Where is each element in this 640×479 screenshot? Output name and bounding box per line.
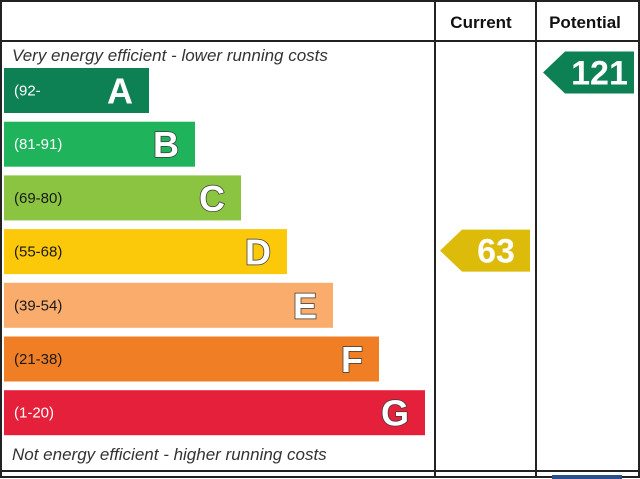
band-b-range: (81-91)	[14, 136, 62, 153]
rating-bands: (92- A (81-91) B (69-80) C (55-68) D (39-54) E (21…	[4, 68, 425, 436]
band-e: (39-54) E	[4, 282, 333, 328]
band-e-range: (39-54)	[14, 297, 62, 314]
band-e-bar	[4, 282, 333, 328]
band-a-letter: A	[107, 71, 133, 112]
current-rating-arrow	[440, 229, 530, 272]
potential-rating-arrow	[543, 51, 634, 94]
band-c-letter: C	[199, 178, 225, 219]
band-d-letter: D	[245, 232, 271, 273]
band-a-range: (92-	[14, 83, 41, 100]
edge-fragment	[552, 475, 622, 479]
band-g: (1-20) G	[4, 390, 425, 436]
potential-column-header: Potential	[549, 13, 621, 32]
band-g-range: (1-20)	[14, 405, 54, 422]
band-a: (92- A	[4, 68, 149, 113]
band-f: (21-38) F	[4, 336, 379, 382]
potential-rating-value: 121	[571, 55, 628, 93]
band-f-letter: F	[341, 339, 363, 380]
band-c-bar	[4, 175, 241, 221]
band-g-bar	[4, 390, 425, 436]
band-b-letter: B	[153, 124, 179, 165]
band-b: (81-91) B	[4, 121, 195, 167]
band-e-letter: E	[293, 285, 317, 326]
band-d-bar	[4, 229, 287, 275]
band-d: (55-68) D	[4, 229, 287, 275]
top-caption: Very energy efficient - lower running co…	[12, 46, 328, 65]
potential-rating-marker: 121	[543, 51, 634, 94]
current-column-header: Current	[450, 13, 512, 32]
band-g-letter: G	[381, 393, 409, 434]
current-rating-value: 63	[477, 233, 515, 271]
band-a-bar	[4, 68, 149, 113]
band-c-range: (69-80)	[14, 190, 62, 207]
band-c: (69-80) C	[4, 175, 241, 221]
bottom-caption: Not energy efficient - higher running co…	[12, 445, 327, 464]
band-f-range: (21-38)	[14, 351, 62, 368]
band-b-bar	[4, 121, 195, 167]
band-d-range: (55-68)	[14, 244, 62, 261]
band-f-bar	[4, 336, 379, 382]
current-rating-marker: 63	[440, 229, 530, 272]
